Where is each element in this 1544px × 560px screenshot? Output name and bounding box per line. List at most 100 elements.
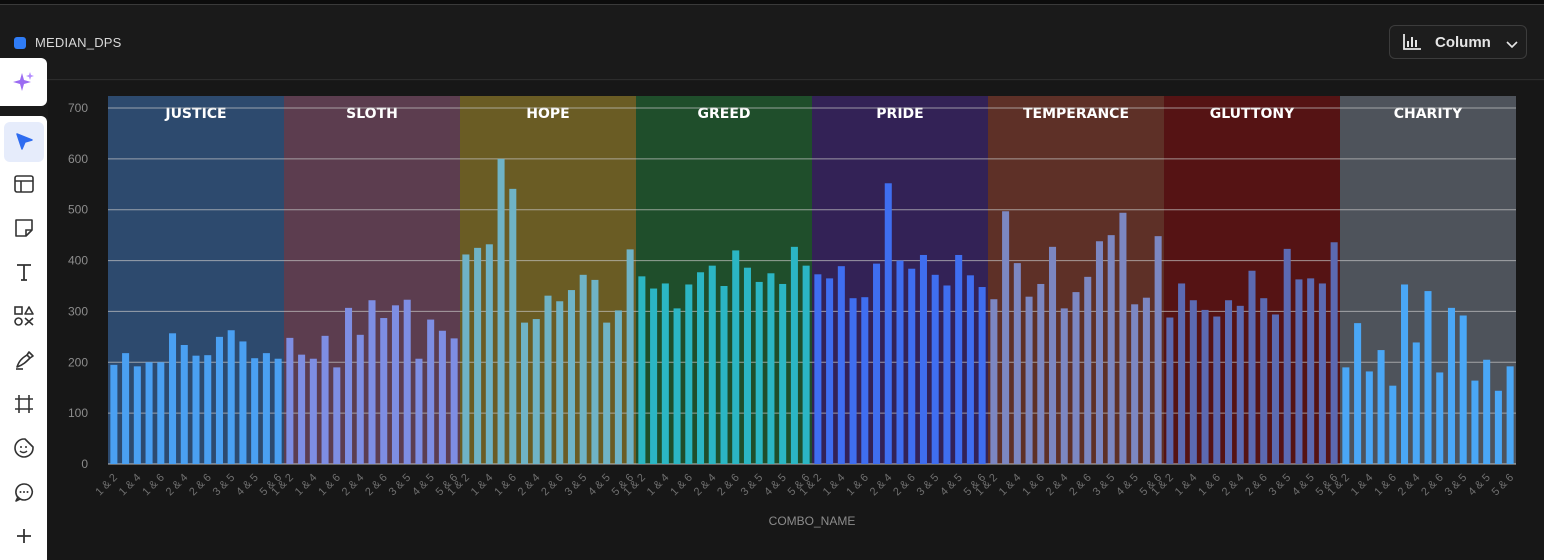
table-layout-tool[interactable] <box>4 164 44 204</box>
window-top-border <box>0 0 1544 5</box>
x-tick-label: 4 & 5 <box>1114 472 1141 499</box>
bar <box>333 367 341 464</box>
pointer-icon <box>13 131 35 153</box>
bar <box>532 319 540 464</box>
bar <box>826 278 834 464</box>
x-tick-label: 1 & 4 <box>645 472 672 499</box>
bar <box>1354 323 1362 464</box>
x-tick-label: 1 & 4 <box>293 472 320 499</box>
x-tick-label: 1 & 6 <box>668 472 695 499</box>
y-tick-label: 0 <box>81 457 88 471</box>
bar <box>720 286 728 464</box>
bar <box>1459 315 1467 464</box>
bar <box>603 322 611 464</box>
bar <box>110 364 118 464</box>
legend-label: MEDIAN_DPS <box>35 35 122 50</box>
pen-tool[interactable] <box>4 340 44 380</box>
chart-type-label: Column <box>1435 34 1491 51</box>
bar <box>391 305 399 464</box>
comment-tool[interactable] <box>4 472 44 512</box>
bar <box>1119 212 1127 464</box>
bar <box>685 284 693 464</box>
ai-sparkle-button[interactable] <box>4 62 44 102</box>
x-tick-label: 2 & 4 <box>1044 472 1071 499</box>
x-tick-label: 3 & 5 <box>1443 472 1470 499</box>
x-tick-label: 1 & 4 <box>469 472 496 499</box>
text-icon <box>13 261 35 283</box>
bar <box>591 279 599 464</box>
x-tick-label: 3 & 5 <box>1267 472 1294 499</box>
bar <box>262 353 270 464</box>
text-tool[interactable] <box>4 252 44 292</box>
bar <box>345 307 353 464</box>
x-tick-label: 1 & 6 <box>1196 472 1223 499</box>
bar <box>1412 342 1420 464</box>
x-tick-label: 2 & 4 <box>1220 472 1247 499</box>
group-label: GLUTTONY <box>1210 106 1295 122</box>
bar <box>1002 211 1010 464</box>
bar <box>286 337 294 464</box>
add-tool[interactable] <box>4 516 44 556</box>
bar <box>544 295 552 464</box>
bar <box>227 330 235 464</box>
bar <box>1295 279 1303 464</box>
x-tick-label: 2 & 4 <box>340 472 367 499</box>
bar <box>873 263 881 464</box>
bar <box>1307 278 1315 464</box>
x-tick-label: 3 & 5 <box>563 472 590 499</box>
bar <box>837 266 845 464</box>
shapes-tool[interactable] <box>4 296 44 336</box>
bar <box>192 355 200 464</box>
bar <box>1424 291 1432 464</box>
chart-type-dropdown[interactable]: Column <box>1389 25 1527 59</box>
bar <box>298 354 306 464</box>
bar <box>861 297 869 464</box>
sticky-note-tool[interactable] <box>4 208 44 248</box>
bar <box>1084 276 1092 464</box>
y-tick-label: 500 <box>68 203 88 217</box>
bar <box>1095 241 1103 464</box>
chart-area: JUSTICE SLOTH HOPE GREED PRIDE TEMPERANCE GLUT… <box>48 81 1544 560</box>
bar <box>661 283 669 464</box>
x-tick-label: 1 & 4 <box>1173 472 1200 499</box>
frame-tool[interactable] <box>4 384 44 424</box>
sticker-tool[interactable] <box>4 428 44 468</box>
bar <box>1049 246 1057 464</box>
bar <box>521 322 529 464</box>
bar <box>356 334 364 464</box>
bar <box>309 358 317 464</box>
bar <box>614 310 622 464</box>
x-tick-label: 3 & 5 <box>915 472 942 499</box>
bar <box>169 333 177 464</box>
bar <box>1025 296 1033 464</box>
bar <box>1283 248 1291 464</box>
group-label: HOPE <box>526 106 569 122</box>
bar <box>814 274 822 464</box>
bar <box>673 308 681 464</box>
bar <box>1377 350 1385 464</box>
bar <box>474 247 482 464</box>
bar <box>990 299 998 464</box>
x-tick-label: 2 & 6 <box>1419 472 1446 499</box>
bar <box>767 273 775 464</box>
bar <box>239 341 247 464</box>
group-label: SLOTH <box>346 106 398 122</box>
bar <box>1072 292 1080 464</box>
bar <box>978 287 986 464</box>
frame-icon <box>13 393 35 415</box>
bar <box>790 246 798 464</box>
x-tick-label: 2 & 4 <box>516 472 543 499</box>
bar <box>697 272 705 464</box>
bar <box>884 183 892 465</box>
group-label: PRIDE <box>876 106 923 122</box>
y-tick-label: 600 <box>68 152 88 166</box>
legend-swatch <box>14 37 26 49</box>
y-tick-label: 300 <box>68 304 88 318</box>
bar <box>133 366 141 464</box>
pointer-tool[interactable] <box>4 122 44 162</box>
bar <box>1013 263 1021 464</box>
bar <box>1471 380 1479 464</box>
x-tick-label: 4 & 5 <box>234 472 261 499</box>
bar <box>1271 314 1279 464</box>
x-tick-label: 2 & 6 <box>715 472 742 499</box>
